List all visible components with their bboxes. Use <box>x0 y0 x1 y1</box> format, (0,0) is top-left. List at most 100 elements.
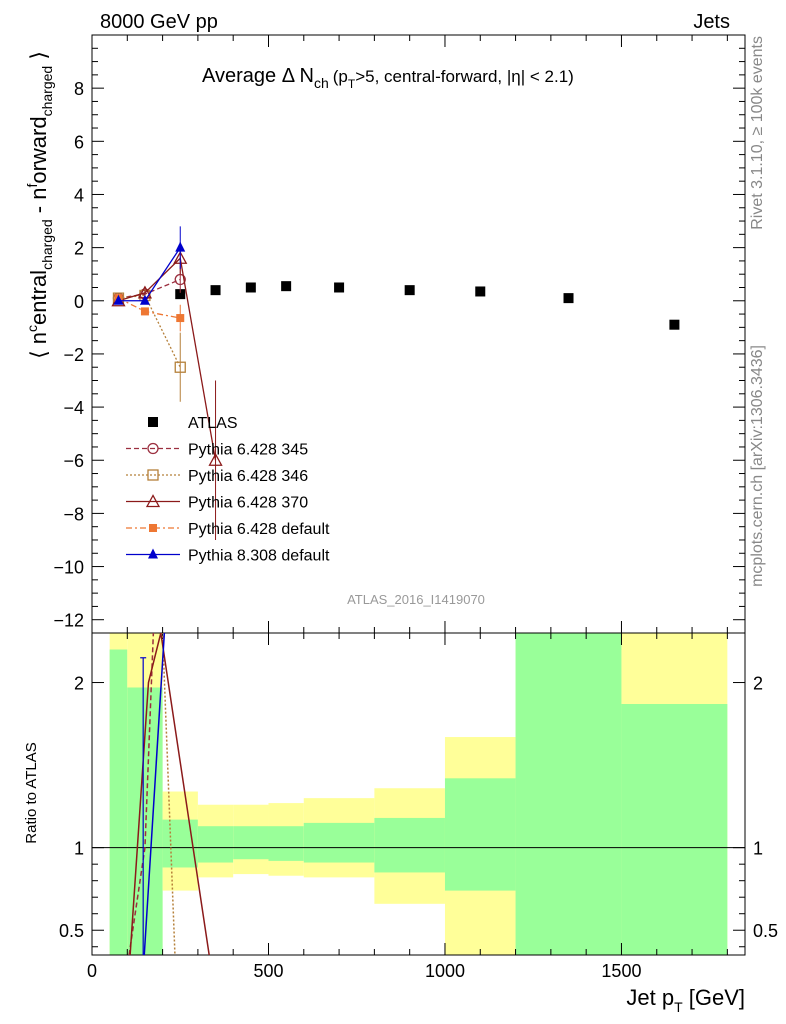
marker-atlas <box>148 417 158 427</box>
x-axis-label: Jet pT [GeV] <box>626 985 745 1015</box>
y-tick-label: −12 <box>53 611 84 631</box>
legend-label: Pythia 6.428 346 <box>188 468 308 485</box>
marker-circle <box>147 442 159 455</box>
series-line <box>118 256 217 461</box>
ratio-tick-label-right: 0.5 <box>753 921 778 941</box>
ratio-lines <box>128 633 210 955</box>
legend-label: Pythia 6.428 370 <box>188 495 308 512</box>
ratio-tick-label-left: 2 <box>74 674 84 694</box>
legend: ATLAS Pythia 6.428 345 Pythia 6.428 346 Pyt… <box>126 415 330 565</box>
y-label-charged-2: charged <box>39 66 55 117</box>
marker-atlas <box>475 286 486 297</box>
ratio-line <box>143 633 166 955</box>
ratio-tick-label-left: 0.5 <box>59 921 84 941</box>
x-label-sub: T <box>674 999 683 1015</box>
series-line <box>118 294 181 368</box>
marker-open-triangle <box>145 494 161 508</box>
title-cond-sub: T <box>348 77 356 91</box>
axis-ticks: 0 500 1000 1500 −12 −10 −8 −6 −4 −2 0 2 4 6 8 0.5 0.5 1 1 2… <box>53 35 778 981</box>
marker-filled-square <box>176 314 185 323</box>
marker-filled-triangle <box>139 294 150 305</box>
title-main: Average Δ N <box>202 65 314 87</box>
analysis-watermark: ATLAS_2016_I1419070 <box>347 592 485 607</box>
ratio-band-green-7 <box>374 817 445 873</box>
x-tick-label: 0 <box>87 961 97 981</box>
ratio-band-green-8 <box>444 778 516 891</box>
ratio-line <box>161 633 176 955</box>
ratio-band-green-4 <box>233 826 269 860</box>
y-tick-label: −6 <box>63 451 84 471</box>
y-tick-label: 4 <box>74 185 84 205</box>
marker-atlas <box>404 285 415 296</box>
main-frame <box>91 34 746 634</box>
beam-label: 8000 GeV pp <box>100 11 218 33</box>
y-tick-label: 8 <box>74 79 84 99</box>
mcplots-label: mcplots.cern.ch [arXiv:1306.3436] <box>749 345 766 587</box>
rivet-version-label: Rivet 3.1.10, ≥ 100k events <box>749 36 766 230</box>
y-label-charged-1: charged <box>39 219 55 270</box>
ratio-band-green-3 <box>197 826 234 863</box>
marker-filled-square <box>149 524 157 532</box>
y-tick-label: 0 <box>74 292 84 312</box>
marker-filled-square <box>140 307 149 316</box>
main-data <box>111 226 680 540</box>
y-label-c: c <box>24 325 40 332</box>
y-label-close: ⟩ <box>26 51 51 66</box>
marker-open-square <box>174 361 186 373</box>
y-axis-label: ⟨ ncentralcharged - nforwardcharged ⟩ <box>24 51 55 359</box>
title-main-sub: ch <box>314 75 329 91</box>
marker-open-triangle <box>208 452 223 466</box>
category-label: Jets <box>693 11 730 33</box>
marker-filled-triangle <box>175 241 186 252</box>
marker-filled-triangle <box>113 294 124 305</box>
ratio-tick-label-left: 1 <box>74 839 84 859</box>
ratio-band-green-5 <box>268 826 304 861</box>
ratio-data <box>128 633 210 955</box>
y-tick-label: −8 <box>63 504 84 524</box>
plot-title: Average Δ Nch (pT>5, central-forward, |η|… <box>202 65 574 91</box>
marker-atlas <box>334 282 345 293</box>
ratio-band-green-6 <box>303 822 375 863</box>
y-label-entral: entral <box>26 270 51 325</box>
ratio-band-green-9 <box>515 633 622 955</box>
y-label-mid: - n <box>26 188 51 220</box>
y-tick-label: −4 <box>63 398 84 418</box>
y-tick-label: 2 <box>74 239 84 259</box>
legend-label: Pythia 6.428 345 <box>188 442 308 459</box>
ratio-line <box>129 633 210 955</box>
y-tick-label: −2 <box>63 345 84 365</box>
x-tick-label: 500 <box>253 961 283 981</box>
ratio-bands <box>109 633 728 955</box>
ratio-y-label: Ratio to ATLAS <box>23 742 40 843</box>
x-label-main: Jet p <box>626 985 674 1010</box>
marker-open-square <box>147 469 159 481</box>
marker-atlas <box>563 293 574 304</box>
marker-atlas <box>210 285 221 296</box>
y-label-open: ⟨ n <box>26 332 51 359</box>
legend-label: Pythia 8.308 default <box>188 548 330 565</box>
ratio-frame <box>91 632 746 956</box>
ratio-line <box>128 633 155 955</box>
marker-filled-triangle <box>148 548 158 559</box>
title-cond-rest: >5, central-forward, |η| < 2.1) <box>355 67 574 86</box>
marker-atlas <box>281 281 292 292</box>
marker-circle <box>174 273 186 286</box>
legend-label: Pythia 6.428 default <box>188 521 330 538</box>
ratio-band-green-10 <box>621 704 728 955</box>
y-tick-label: 6 <box>74 132 84 152</box>
marker-atlas <box>175 289 186 300</box>
x-label-unit: [GeV] <box>683 985 745 1010</box>
marker-atlas <box>245 282 256 293</box>
ratio-band-green-0 <box>109 649 128 955</box>
marker-atlas <box>669 319 680 330</box>
y-label-orward: orward <box>26 116 51 183</box>
ratio-tick-label-right: 2 <box>753 674 763 694</box>
legend-label: ATLAS <box>188 415 238 432</box>
x-tick-label: 1500 <box>601 961 641 981</box>
y-tick-label: −10 <box>53 558 84 578</box>
x-tick-label: 1000 <box>425 961 465 981</box>
ratio-tick-label-right: 1 <box>753 839 763 859</box>
title-cond-p: (p <box>333 67 348 86</box>
y-label-f: f <box>24 184 40 188</box>
